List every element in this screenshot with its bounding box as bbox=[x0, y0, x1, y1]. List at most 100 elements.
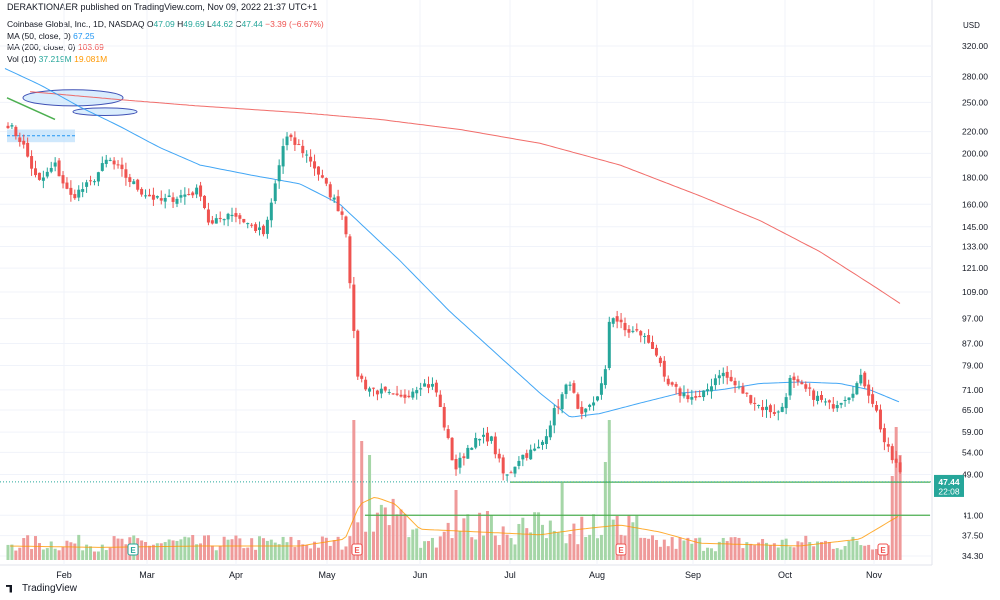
candle-body bbox=[599, 383, 603, 395]
ohlc-h: H49.69 bbox=[177, 19, 205, 29]
candle-body bbox=[753, 402, 757, 404]
volume-bar bbox=[423, 541, 427, 560]
price-tick-label: 250.00 bbox=[962, 97, 988, 107]
volume-bar bbox=[525, 528, 529, 560]
volume-bar bbox=[729, 537, 733, 560]
volume-bar bbox=[305, 544, 309, 560]
price-tick-label: 71.00 bbox=[962, 385, 984, 395]
volume-bar bbox=[163, 542, 167, 560]
drawings[interactable] bbox=[6, 89, 138, 143]
candle-body bbox=[497, 453, 501, 459]
volume-bar bbox=[713, 551, 717, 560]
volume-bar bbox=[6, 544, 10, 560]
candle-body bbox=[816, 395, 820, 401]
candle-body bbox=[886, 444, 890, 447]
volume-bar bbox=[651, 535, 655, 560]
volume-bar bbox=[482, 535, 486, 560]
time-tick-label: Jul bbox=[504, 570, 516, 580]
volume-bar bbox=[191, 534, 195, 560]
volume-bar bbox=[529, 532, 533, 560]
candle-body bbox=[340, 211, 344, 215]
volume-bar bbox=[301, 544, 305, 560]
earnings-marker-box bbox=[351, 543, 363, 556]
earnings-marker[interactable]: E bbox=[877, 543, 889, 556]
time-tick-label: Oct bbox=[778, 570, 793, 580]
candle-body bbox=[572, 383, 576, 393]
volume-bar bbox=[596, 538, 599, 560]
volume-bar bbox=[289, 536, 293, 560]
volume-bar bbox=[831, 548, 835, 560]
volume-bar bbox=[517, 523, 521, 560]
time-tick-label: Apr bbox=[229, 570, 243, 580]
volume-bar bbox=[61, 547, 65, 560]
volume-bar bbox=[639, 537, 643, 560]
volume-bar bbox=[855, 540, 859, 560]
volume-bar bbox=[867, 544, 871, 560]
earnings-marker[interactable]: E bbox=[127, 543, 139, 556]
candle-body bbox=[387, 392, 391, 394]
volume-bar bbox=[478, 512, 482, 560]
volume-bar bbox=[458, 531, 462, 560]
volume-bar bbox=[324, 537, 328, 560]
volume-bar bbox=[682, 540, 686, 560]
earnings-marker[interactable]: E bbox=[351, 543, 363, 556]
candle-body bbox=[651, 342, 655, 349]
price-tick-label: 79.00 bbox=[962, 360, 984, 370]
candle-body bbox=[537, 446, 541, 449]
volume-bar bbox=[702, 550, 706, 560]
legend-row-volume: Vol (10) 37.219M 19.081M bbox=[7, 54, 324, 66]
volume-bar bbox=[49, 541, 53, 560]
tradingview-logo[interactable]: TradingView bbox=[6, 583, 77, 594]
candle-body bbox=[867, 384, 871, 396]
candle-body bbox=[694, 396, 698, 398]
volume-bar bbox=[26, 535, 30, 560]
candle-body bbox=[784, 397, 788, 409]
volume-bar bbox=[690, 543, 694, 560]
candle-body bbox=[238, 215, 242, 219]
candle-body bbox=[737, 386, 741, 388]
candle-body bbox=[218, 217, 222, 219]
earnings-marker[interactable]: E bbox=[615, 543, 627, 556]
volume-bar bbox=[670, 537, 674, 560]
price-tick-label: 34.30 bbox=[962, 551, 984, 561]
volume-bar bbox=[230, 539, 234, 560]
candle-body bbox=[666, 378, 670, 385]
volume-bar bbox=[379, 504, 383, 560]
volume-bar bbox=[627, 515, 631, 560]
symbol-name: Coinbase Global, Inc., 1D, NASDAQ bbox=[7, 19, 145, 29]
ohlc-l: L44.62 bbox=[206, 19, 233, 29]
candle-body bbox=[214, 218, 218, 224]
candle-body bbox=[607, 321, 611, 369]
candle-body bbox=[859, 374, 863, 384]
volume-bar bbox=[195, 544, 199, 560]
volume-bar bbox=[863, 545, 867, 560]
candle-body bbox=[855, 383, 859, 395]
volume-bar bbox=[14, 550, 18, 560]
candle-body bbox=[717, 375, 721, 379]
legend-row-symbol: Coinbase Global, Inc., 1D, NASDAQ O47.09… bbox=[7, 19, 324, 31]
volume-bar bbox=[827, 542, 831, 560]
volume-bar bbox=[607, 420, 611, 560]
candle-body bbox=[619, 319, 623, 323]
candle-body bbox=[521, 454, 525, 460]
candle-body bbox=[324, 178, 328, 184]
volume-bar bbox=[611, 519, 615, 560]
candle-body bbox=[375, 390, 379, 395]
candle-body bbox=[250, 224, 254, 226]
volume-bar bbox=[22, 538, 26, 560]
candle-body bbox=[30, 156, 34, 169]
volume-bar bbox=[509, 538, 513, 560]
volume-bar bbox=[167, 539, 171, 560]
volume-bar bbox=[140, 540, 144, 560]
candle-body bbox=[529, 449, 533, 460]
volume-bar bbox=[328, 545, 332, 560]
support-lines[interactable] bbox=[0, 481, 932, 516]
price-tick-label: 37.50 bbox=[962, 531, 984, 541]
volume-bar bbox=[100, 544, 104, 560]
volume-bar bbox=[784, 538, 788, 560]
candle-body bbox=[580, 406, 584, 414]
volume-bar bbox=[792, 547, 796, 560]
candle-body bbox=[191, 192, 195, 196]
